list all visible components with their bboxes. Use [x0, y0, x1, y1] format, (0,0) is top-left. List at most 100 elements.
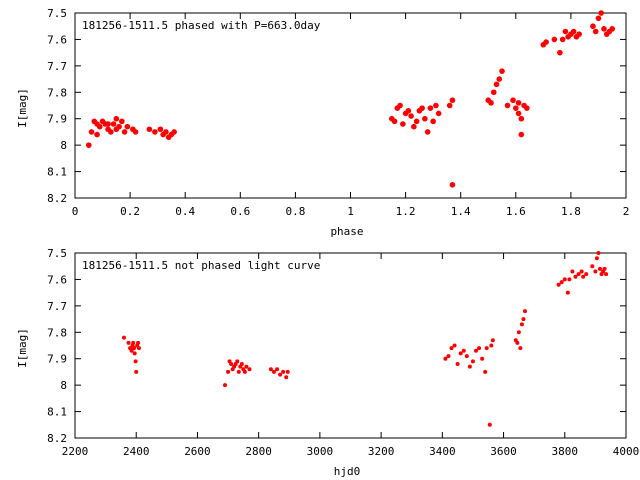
x-tick-label: 1.2 [396, 205, 416, 218]
data-point [510, 97, 516, 104]
data-point [136, 340, 141, 345]
data-point [565, 290, 570, 295]
data-point [397, 102, 403, 109]
data-point [489, 343, 494, 348]
data-point [408, 113, 414, 119]
data-point [121, 129, 128, 135]
data-point [601, 26, 607, 32]
data-point [236, 369, 241, 374]
data-point [242, 369, 247, 374]
data-point [590, 23, 596, 30]
data-point [157, 126, 164, 133]
data-point [597, 266, 602, 271]
data-point [515, 340, 520, 345]
x-tick-label: 3800 [552, 445, 579, 458]
data-point [105, 121, 111, 127]
data-point [557, 49, 563, 56]
data-point [285, 369, 290, 374]
data-point [598, 10, 605, 16]
data-point [490, 338, 495, 343]
data-point [424, 129, 431, 135]
x-tick-label: 1.8 [561, 205, 581, 218]
data-points [121, 251, 609, 427]
data-point [146, 126, 153, 133]
data-point [524, 105, 530, 111]
x-tick-label: 2400 [123, 445, 150, 458]
plot-frame [74, 12, 627, 199]
x-tick-label: 0 [72, 205, 79, 218]
data-point [275, 367, 280, 372]
data-point [515, 110, 522, 117]
data-point [477, 346, 482, 351]
data-point [488, 100, 494, 106]
data-point [499, 68, 505, 74]
x-tick-label: 3200 [368, 445, 395, 458]
data-point [271, 369, 276, 374]
data-point [119, 118, 125, 125]
data-point [446, 354, 451, 359]
data-point [88, 129, 95, 135]
data-point [590, 264, 595, 269]
y-tick-label: 7.8 [47, 326, 67, 339]
data-point [96, 123, 103, 130]
data-point [235, 359, 240, 364]
data-points [85, 10, 616, 188]
data-point [570, 269, 575, 274]
data-point [446, 102, 453, 109]
data-point [573, 274, 578, 279]
data-point [433, 102, 439, 109]
data-point [562, 277, 567, 282]
y-axis-label: I[mag] [16, 88, 29, 128]
data-point [593, 269, 598, 274]
data-point [124, 123, 131, 130]
data-point [278, 372, 283, 377]
data-point [171, 129, 177, 135]
tick-marks [74, 12, 627, 199]
x-tick-label: 0.8 [285, 205, 305, 218]
data-point [163, 129, 169, 135]
data-point [152, 129, 158, 135]
data-point [136, 346, 141, 351]
x-tick-label: 0.4 [175, 205, 195, 218]
data-point [284, 375, 289, 380]
y-tick-label: 8.1 [47, 166, 67, 179]
data-point [559, 36, 566, 43]
data-point [443, 356, 448, 361]
data-point [521, 317, 526, 322]
data-point [515, 100, 522, 106]
data-point [132, 346, 137, 351]
data-point [108, 129, 114, 135]
y-tick-label: 7.7 [47, 60, 67, 73]
y-tick-label: 8.2 [47, 432, 67, 445]
data-point [594, 256, 599, 261]
data-point [132, 129, 139, 135]
x-tick-label: 3400 [429, 445, 456, 458]
x-tick-labels: 0 0.2 0.4 0.6 0.8 1 1.2 1.4 1.6 1.8 2 [72, 205, 630, 218]
plot-title: 181256-1511.5 not phased light curve [82, 259, 320, 272]
y-tick-label: 7.6 [47, 273, 67, 286]
x-tick-label: 4000 [613, 445, 640, 458]
data-point [474, 348, 479, 353]
data-point [455, 362, 460, 366]
data-point [116, 123, 122, 130]
data-point [413, 118, 420, 125]
data-point [458, 351, 463, 356]
data-point [595, 15, 602, 22]
data-point [559, 280, 564, 285]
data-point [504, 102, 511, 109]
data-point [513, 105, 519, 111]
data-point [522, 309, 527, 314]
plot-frame [74, 252, 627, 439]
data-point [480, 356, 485, 361]
y-tick-labels: 7.5 7.6 7.7 7.8 7.9 8 8.1 8.2 [47, 7, 67, 205]
data-point [484, 346, 489, 351]
data-point [592, 28, 599, 35]
x-tick-label: 3600 [490, 445, 517, 458]
x-axis-label: phase [330, 225, 363, 238]
data-point [464, 354, 469, 359]
data-point [239, 362, 244, 366]
y-tick-label: 8 [60, 379, 67, 392]
x-tick-label: 0.2 [120, 205, 140, 218]
x-tick-label: 2800 [245, 445, 272, 458]
data-point [576, 31, 582, 37]
